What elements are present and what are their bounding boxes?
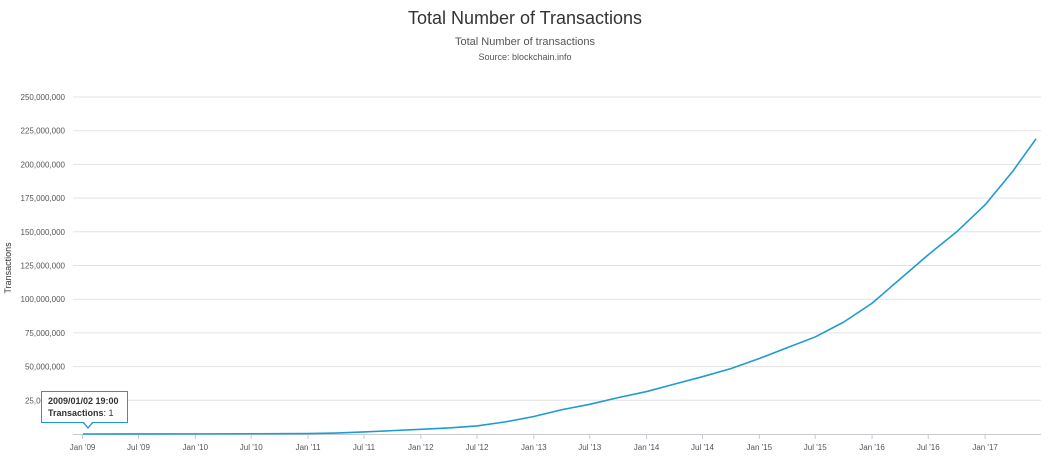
x-tick-label: Jan '14 xyxy=(634,443,660,452)
y-tick-label: 125,000,000 xyxy=(21,262,66,271)
data-point[interactable] xyxy=(899,278,901,280)
x-tick-label: Jan '09 xyxy=(70,443,96,452)
tooltip-pointer-fill xyxy=(83,421,93,427)
y-tick-label: 150,000,000 xyxy=(21,228,66,237)
x-tick-label: Jan '16 xyxy=(859,443,885,452)
grid-lines xyxy=(73,96,1041,401)
tooltip-row: Transactions: 1 xyxy=(48,407,121,419)
data-point[interactable] xyxy=(560,409,562,411)
series-layer xyxy=(82,138,1037,435)
x-tick-label: Jul '10 xyxy=(240,443,263,452)
x-tick-label: Jan '12 xyxy=(408,443,434,452)
series-line-0[interactable] xyxy=(82,138,1037,435)
y-tick-label: 100,000,000 xyxy=(21,295,66,304)
data-point[interactable] xyxy=(82,433,84,435)
data-point[interactable] xyxy=(955,231,957,233)
x-axis: Jan '09 Jul '09 Jan '10 Jul '10 Jan '11 Jul '… xyxy=(70,434,1041,452)
data-point[interactable] xyxy=(984,204,986,206)
x-tick-label: Jul '16 xyxy=(917,443,940,452)
x-tick-label: Jan '15 xyxy=(747,443,773,452)
x-tick-label: Jul '14 xyxy=(691,443,714,452)
x-tick-label: Jan '17 xyxy=(972,443,998,452)
x-tick-label: Jul '12 xyxy=(466,443,489,452)
data-point[interactable] xyxy=(701,376,703,378)
y-tick-label: 225,000,000 xyxy=(21,127,66,136)
y-tick-label: 250,000,000 xyxy=(21,93,66,102)
data-point[interactable] xyxy=(533,415,535,417)
y-tick-label: 200,000,000 xyxy=(21,160,66,169)
x-tick-label: Jan '10 xyxy=(183,443,209,452)
x-tick-label: Jan '11 xyxy=(296,443,322,452)
data-point[interactable] xyxy=(391,429,393,431)
data-point[interactable] xyxy=(363,431,365,433)
data-point[interactable] xyxy=(504,421,506,423)
x-tick-label: Jul '09 xyxy=(127,443,150,452)
data-point[interactable] xyxy=(307,432,309,434)
tooltip-separator: : xyxy=(103,408,109,418)
y-tick-label: 175,000,000 xyxy=(21,194,66,203)
y-tick-label: 50,000,000 xyxy=(25,363,66,372)
x-tick-label: Jan '13 xyxy=(521,443,547,452)
data-point[interactable] xyxy=(335,432,337,434)
data-point[interactable] xyxy=(814,336,816,338)
x-tick-label: Jul '15 xyxy=(804,443,827,452)
data-point[interactable] xyxy=(420,428,422,430)
data-point[interactable] xyxy=(448,427,450,429)
data-point[interactable] xyxy=(786,347,788,349)
tooltip: 2009/01/02 19:00 Transactions: 1 xyxy=(41,391,128,429)
chart-title: Total Number of Transactions xyxy=(407,8,643,28)
data-point[interactable] xyxy=(617,396,619,398)
chart-subtitle: Total Number of transactions xyxy=(454,36,595,48)
data-point[interactable] xyxy=(194,433,196,435)
data-point[interactable] xyxy=(673,383,675,385)
data-point[interactable] xyxy=(645,390,647,392)
data-point[interactable] xyxy=(842,321,844,323)
data-point[interactable] xyxy=(250,433,252,435)
tooltip-label: Transactions xyxy=(48,408,104,418)
y-axis-label: Transactions xyxy=(3,242,13,294)
y-tick-label: 75,000,000 xyxy=(25,329,66,338)
data-point[interactable] xyxy=(927,254,929,256)
data-point[interactable] xyxy=(589,403,591,405)
data-point[interactable] xyxy=(476,425,478,427)
y-axis: 25,000,00050,000,00075,000,000100,000,00… xyxy=(21,93,66,405)
tooltip-date: 2009/01/02 19:00 xyxy=(48,396,119,406)
data-point[interactable] xyxy=(730,367,732,369)
data-point[interactable] xyxy=(137,433,139,435)
x-tick-label: Jul '13 xyxy=(578,443,601,452)
x-tick-label: Jul '11 xyxy=(353,443,376,452)
data-point[interactable] xyxy=(1012,170,1014,172)
data-point[interactable] xyxy=(871,302,873,304)
chart-source: Source: blockchain.info xyxy=(478,52,572,62)
tooltip-value: 1 xyxy=(108,408,114,418)
data-point[interactable] xyxy=(758,357,760,359)
data-point[interactable] xyxy=(1035,138,1037,140)
